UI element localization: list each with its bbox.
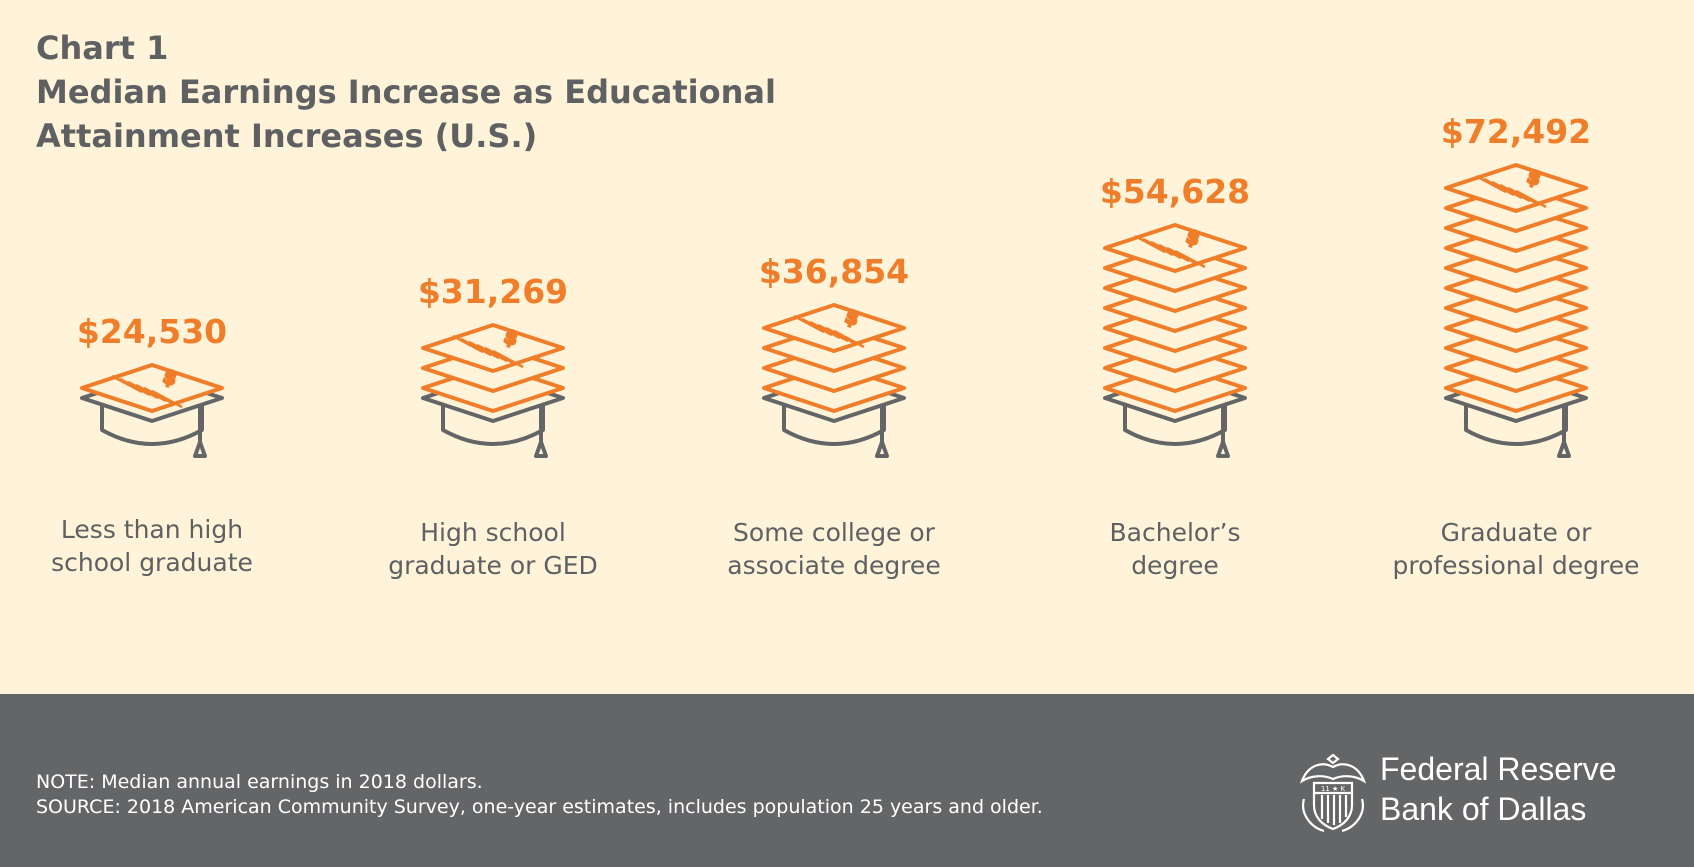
title-block: Chart 1 Median Earnings Increase as Educ… — [36, 26, 896, 158]
paper-stack: $ — [80, 363, 224, 413]
category-label: High school — [420, 518, 566, 547]
category-label: graduate or GED — [388, 551, 598, 580]
paper-sheet — [421, 323, 565, 373]
paper-stack: $ — [1444, 163, 1588, 413]
paper-sheet — [762, 303, 906, 353]
category-label: Graduate or — [1441, 518, 1592, 547]
chart-label: Chart 1 — [36, 29, 169, 67]
category-label: Some college or — [733, 518, 936, 547]
dollar-sheet-icon: $ — [452, 325, 524, 369]
bar-4: $ $54,628 Bachelor’s degree — [1100, 172, 1250, 580]
eagle-seal-icon: 11 ★ K — [1299, 753, 1367, 833]
svg-text:11 ★ K: 11 ★ K — [1321, 785, 1346, 793]
value-label: $54,628 — [1100, 172, 1250, 211]
logo-text: Federal Reserve Bank of Dallas — [1380, 749, 1617, 829]
category-label: professional degree — [1392, 551, 1639, 580]
bar-2: $ $31,269 High school graduate or GED — [388, 272, 598, 580]
footer-source: SOURCE: 2018 American Community Survey, … — [36, 796, 1043, 818]
paper-sheet — [1103, 223, 1247, 273]
paper-stack: $ — [421, 323, 565, 413]
value-label: $36,854 — [759, 252, 909, 291]
dollar-sheet-icon: $ — [111, 365, 183, 409]
logo-line-1: Federal Reserve — [1380, 751, 1617, 787]
footer-notes: NOTE: Median annual earnings in 2018 dol… — [36, 770, 1043, 820]
pictograph-chart: $ $24,530 Less than high school graduate $ $3… — [51, 112, 1639, 580]
paper-stack: $ — [762, 303, 906, 413]
paper-sheet — [1444, 163, 1588, 213]
category-label: degree — [1131, 551, 1219, 580]
category-label: school graduate — [51, 548, 253, 577]
category-label: Bachelor’s — [1110, 518, 1241, 547]
bar-1: $ $24,530 Less than high school graduate — [51, 312, 253, 577]
chart-title: Median Earnings Increase as Educational … — [36, 73, 776, 155]
value-label: $31,269 — [418, 272, 568, 311]
bar-3: $ $36,854 Some college or associate degree — [727, 252, 940, 580]
fed-dallas-logo: 11 ★ K Federal Reserve Bank of Dallas — [1296, 749, 1666, 839]
bar-5: $ $72,492 Graduate or professional degree — [1392, 112, 1639, 580]
paper-stack: $ — [1103, 223, 1247, 413]
footer: NOTE: Median annual earnings in 2018 dol… — [0, 694, 1694, 867]
logo-line-2: Bank of Dallas — [1380, 791, 1587, 827]
category-label: Less than high — [61, 515, 243, 544]
dollar-sheet-icon: $ — [793, 305, 865, 349]
value-label: $72,492 — [1441, 112, 1591, 151]
category-label: associate degree — [727, 551, 940, 580]
dollar-sheet-icon: $ — [1134, 225, 1206, 269]
footer-note: NOTE: Median annual earnings in 2018 dol… — [36, 771, 483, 793]
value-label: $24,530 — [77, 312, 227, 351]
paper-sheet — [80, 363, 224, 413]
